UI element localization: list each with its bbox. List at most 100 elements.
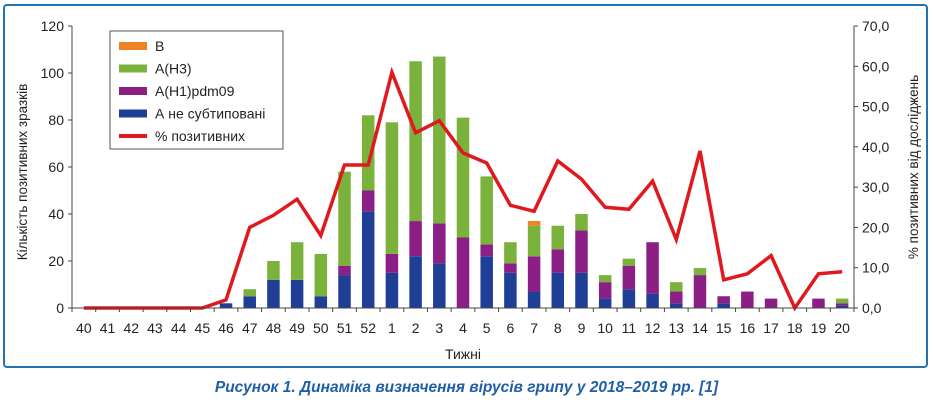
bar-segment — [598, 298, 612, 308]
bar-segment — [433, 263, 446, 308]
x-tick-label: 2 — [412, 320, 420, 336]
bar-segment — [290, 242, 304, 280]
bar-segment — [480, 176, 493, 245]
percent-positive-line — [83, 66, 843, 312]
bar-segment — [646, 293, 659, 308]
bar-segment — [243, 296, 256, 308]
bar-segment — [409, 221, 422, 257]
x-tick-label: 41 — [100, 320, 116, 336]
figure-caption: Рисунок 1. Динаміка визначення вірусів г… — [214, 379, 719, 396]
x-tick-label: 51 — [337, 320, 353, 336]
bar-segment — [598, 275, 612, 283]
bar-segment — [361, 211, 375, 308]
bar-segment — [693, 275, 707, 308]
y-tick-label: 60 — [48, 159, 64, 175]
y2-tick-label: 0,0 — [862, 300, 882, 316]
x-tick-label: 50 — [313, 320, 329, 336]
bar-segment — [717, 296, 730, 304]
bar-segment — [551, 272, 565, 308]
legend-label: % позитивних — [155, 128, 245, 144]
x-tick-label: 5 — [483, 320, 491, 336]
y-tick-label: 0 — [56, 300, 64, 316]
x-tick-label: 4 — [459, 320, 467, 336]
bar-segment — [480, 256, 493, 308]
bar-segment — [575, 214, 588, 231]
bar-segment — [504, 272, 517, 308]
x-tick-label: 48 — [266, 320, 282, 336]
bar-segment — [741, 291, 754, 308]
bar-segment — [361, 115, 375, 191]
legend-label: А(Н3) — [155, 61, 192, 77]
bar-segment — [717, 303, 730, 308]
x-tick-label: 42 — [123, 320, 139, 336]
x-tick-label: 17 — [763, 320, 779, 336]
y2-tick-label: 50,0 — [862, 99, 889, 115]
bar-segment — [456, 117, 470, 238]
legend-swatch — [119, 64, 147, 73]
legend-swatch — [119, 42, 147, 50]
bar-segment — [480, 244, 493, 257]
y-tick-label: 80 — [48, 112, 64, 128]
bar-segment — [504, 263, 517, 273]
x-tick-label: 44 — [171, 320, 187, 336]
bar-segment — [267, 279, 280, 308]
x-tick-label: 49 — [289, 320, 305, 336]
y2-axis-title: % позитивних від досліджень — [906, 75, 921, 259]
y2-tick-label: 20,0 — [862, 219, 889, 235]
bar-segment — [764, 298, 778, 308]
bar-segment — [385, 253, 399, 273]
bar-segment — [527, 225, 541, 257]
bar-segment — [267, 261, 280, 280]
bar-segment — [361, 190, 375, 212]
x-tick-label: 47 — [242, 320, 258, 336]
x-tick-label: 14 — [692, 320, 708, 336]
chart-frame — [3, 4, 928, 368]
x-tick-label: 40 — [76, 320, 92, 336]
bar-segment — [433, 223, 446, 264]
x-tick-label: 12 — [645, 320, 661, 336]
legend-swatch — [119, 109, 147, 118]
y-tick-label: 40 — [48, 206, 64, 222]
x-tick-label: 46 — [218, 320, 234, 336]
bar-segment — [598, 282, 612, 299]
bar-segment — [575, 272, 588, 308]
x-tick-label: 43 — [147, 320, 163, 336]
legend-swatch — [119, 87, 147, 95]
y2-tick-label: 10,0 — [862, 260, 889, 276]
bar-segment — [575, 230, 588, 273]
x-tick-label: 3 — [435, 320, 443, 336]
y2-tick-label: 30,0 — [862, 179, 889, 195]
bar-segment — [433, 56, 446, 224]
bar-segment — [243, 289, 256, 297]
bar-segment — [835, 303, 849, 306]
bar-segment — [385, 272, 399, 308]
bar-segment — [527, 291, 541, 308]
legend-label: В — [155, 38, 164, 54]
bar-segment — [290, 279, 304, 308]
bar-segment — [409, 256, 422, 308]
x-tick-label: 20 — [834, 320, 850, 336]
bar-segment — [551, 249, 565, 273]
y-tick-label: 100 — [41, 65, 65, 81]
bar-segment — [338, 265, 351, 276]
bar-segment — [385, 122, 399, 254]
bar-segment — [622, 289, 636, 308]
bar-segment — [622, 265, 636, 290]
influenza-chart: 0204060801001200,010,020,030,040,050,060… — [15, 18, 921, 362]
bar-segment — [527, 221, 541, 226]
bar-segment — [551, 225, 565, 250]
bar-segment — [409, 61, 422, 222]
x-tick-label: 8 — [554, 320, 562, 336]
x-tick-label: 7 — [530, 320, 538, 336]
bar-segment — [646, 242, 659, 294]
bar-segment — [835, 305, 849, 308]
x-tick-label: 1 — [388, 320, 396, 336]
bar-segment — [835, 298, 849, 304]
legend-label: А не субтиповані — [155, 106, 265, 122]
bar-segment — [338, 171, 351, 266]
x-tick-label: 13 — [668, 320, 684, 336]
y2-tick-label: 60,0 — [862, 58, 889, 74]
x-tick-label: 16 — [740, 320, 756, 336]
bar-segment — [670, 303, 683, 308]
x-tick-label: 10 — [597, 320, 613, 336]
